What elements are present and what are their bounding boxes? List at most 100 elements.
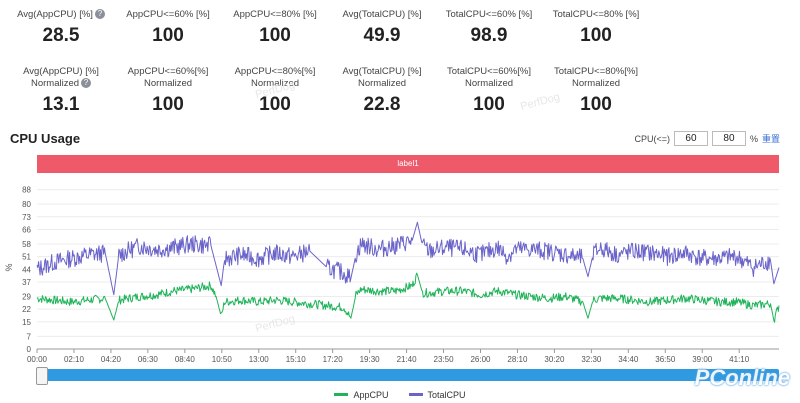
x-tick-label: 21:40 <box>397 355 418 364</box>
stat-label-text: AppCPU<=80%[%] <box>234 66 316 77</box>
stat-label-2: Normalized <box>357 78 407 89</box>
stat-label: AppCPU<=60% [%] <box>112 9 224 21</box>
stat-label-normalized: Normalized <box>326 78 438 90</box>
stat-tile: TotalCPU<=80% [%] 100 <box>540 9 652 47</box>
legend-swatch <box>334 393 349 396</box>
stat-value: 100 <box>259 25 291 46</box>
stat-label: TotalCPU<=80% [%] <box>540 9 652 21</box>
help-icon[interactable]: ? <box>81 78 92 89</box>
cpu-usage-chart[interactable]: 0 7 15 22 29 37 44 51 58 66 73 80 88% 00:00 02:10 04:20… <box>0 180 800 370</box>
x-tick-label: 36:50 <box>655 355 676 364</box>
x-tick-label: 19:30 <box>360 355 381 364</box>
stat-label-2: Normalized <box>143 78 193 89</box>
stat-label-2: Normalized <box>30 78 80 89</box>
stat-label-2: Normalized <box>571 78 621 89</box>
stat-value: 100 <box>152 94 184 115</box>
x-tick-label: 32:30 <box>581 355 602 364</box>
legend-item[interactable]: TotalCPU <box>408 389 466 400</box>
x-tick-label: 23:50 <box>434 355 455 364</box>
stat-value: 28.5 <box>42 25 80 46</box>
stat-label: TotalCPU<=60% [%] <box>433 9 545 21</box>
cpu-usage-title: CPU Usage <box>10 131 81 146</box>
stat-label: Avg(AppCPU) [%]? <box>5 9 117 21</box>
x-tick-label: 17:20 <box>323 355 344 364</box>
stat-label-normalized: Normalized <box>433 78 545 90</box>
x-tick-label: 30:20 <box>544 355 565 364</box>
stat-label-text: AppCPU<=60% [%] <box>126 9 210 20</box>
y-tick-label: 58 <box>22 240 31 249</box>
y-tick-label: 7 <box>27 332 32 341</box>
y-tick-label: 51 <box>22 253 31 262</box>
stat-label: AppCPU<=80%[%] <box>219 66 331 78</box>
y-tick-label: 0 <box>27 345 32 354</box>
y-tick-label: 80 <box>22 200 31 209</box>
stat-value: 49.9 <box>363 25 401 46</box>
y-tick-label: 29 <box>22 292 31 301</box>
stat-label-text: Avg(AppCPU) [%] <box>17 9 93 20</box>
stat-label-text: AppCPU<=80% [%] <box>233 9 317 20</box>
cpu-threshold-label: CPU(<=) <box>634 133 670 144</box>
y-tick-label: 66 <box>22 225 31 234</box>
y-tick-label: 37 <box>22 278 31 287</box>
stat-tile: Avg(TotalCPU) [%] 49.9 <box>326 9 438 47</box>
y-tick-label: 15 <box>22 318 31 327</box>
series-line-appcpu <box>36 272 780 323</box>
stat-tile: Avg(AppCPU) [%] Normalized? 13.1 <box>5 66 117 116</box>
threshold-input-2[interactable]: 80 <box>711 131 746 146</box>
slider-handle[interactable] <box>36 367 48 385</box>
stat-label: AppCPU<=80% [%] <box>219 9 331 21</box>
stat-tile: Avg(TotalCPU) [%] Normalized 22.8 <box>326 66 438 116</box>
stat-value: 100 <box>580 25 612 46</box>
y-tick-label: 88 <box>22 186 31 195</box>
x-tick-label: 06:30 <box>138 355 159 364</box>
x-tick-label: 04:20 <box>101 355 122 364</box>
stat-label-text: TotalCPU<=60%[%] <box>447 66 531 77</box>
stat-value: 100 <box>580 94 612 115</box>
stat-label-text: AppCPU<=60%[%] <box>127 66 209 77</box>
legend-item[interactable]: AppCPU <box>334 390 389 400</box>
stat-value: 100 <box>473 94 505 115</box>
stat-tile: AppCPU<=80% [%] 100 <box>219 9 331 47</box>
threshold-input-1[interactable]: 60 <box>673 131 708 146</box>
cpu-threshold-controls: CPU(<=) 60 80 % 重置 <box>634 131 780 146</box>
legend-swatch <box>408 393 423 396</box>
stat-label: TotalCPU<=80%[%] <box>540 66 652 78</box>
stat-tile: TotalCPU<=60%[%] Normalized 100 <box>433 66 545 116</box>
stat-tile: AppCPU<=80%[%] Normalized 100 <box>219 66 331 116</box>
reset-link[interactable]: 重置 <box>761 134 780 144</box>
stat-label-normalized: Normalized <box>219 78 331 90</box>
stat-tile: TotalCPU<=60% [%] 98.9 <box>433 9 545 47</box>
time-range-slider[interactable] <box>36 367 779 385</box>
stat-label: Avg(TotalCPU) [%] <box>326 66 438 78</box>
stat-label-text: TotalCPU<=60% [%] <box>445 9 533 20</box>
stat-label-normalized: Normalized <box>540 78 652 90</box>
stat-label-2: Normalized <box>464 78 514 89</box>
x-tick-label: 13:00 <box>249 355 270 364</box>
stat-value: 100 <box>152 25 184 46</box>
stat-label: Avg(AppCPU) [%] <box>5 66 117 78</box>
stat-label-text: Avg(AppCPU) [%] <box>23 66 99 77</box>
label-bar[interactable]: label1 <box>37 155 779 173</box>
x-tick-label: 00:00 <box>27 355 48 364</box>
stat-value: 13.1 <box>42 94 80 115</box>
y-tick-label: 44 <box>22 265 31 274</box>
stat-label-normalized: Normalized <box>112 78 224 90</box>
x-tick-label: 26:00 <box>470 355 491 364</box>
stat-tile: AppCPU<=60%[%] Normalized 100 <box>112 66 224 116</box>
y-tick-label: 22 <box>22 305 31 314</box>
series-line-totalcpu <box>36 221 780 296</box>
y-axis-label: % <box>4 263 14 271</box>
stat-value: 100 <box>259 94 291 115</box>
chart-legend: AppCPU TotalCPU <box>0 388 800 400</box>
stat-value: 98.9 <box>470 25 508 46</box>
x-tick-label: 02:10 <box>64 355 85 364</box>
stat-tile: AppCPU<=60% [%] 100 <box>112 9 224 47</box>
x-tick-label: 10:50 <box>212 355 233 364</box>
x-tick-label: 15:10 <box>286 355 307 364</box>
help-icon[interactable]: ? <box>94 9 105 20</box>
legend-label: TotalCPU <box>427 389 466 400</box>
stat-label-text: TotalCPU<=80% [%] <box>552 9 640 20</box>
stat-label-normalized: Normalized? <box>5 78 117 90</box>
stat-label: Avg(TotalCPU) [%] <box>326 9 438 21</box>
stat-label-2: Normalized <box>250 78 300 89</box>
